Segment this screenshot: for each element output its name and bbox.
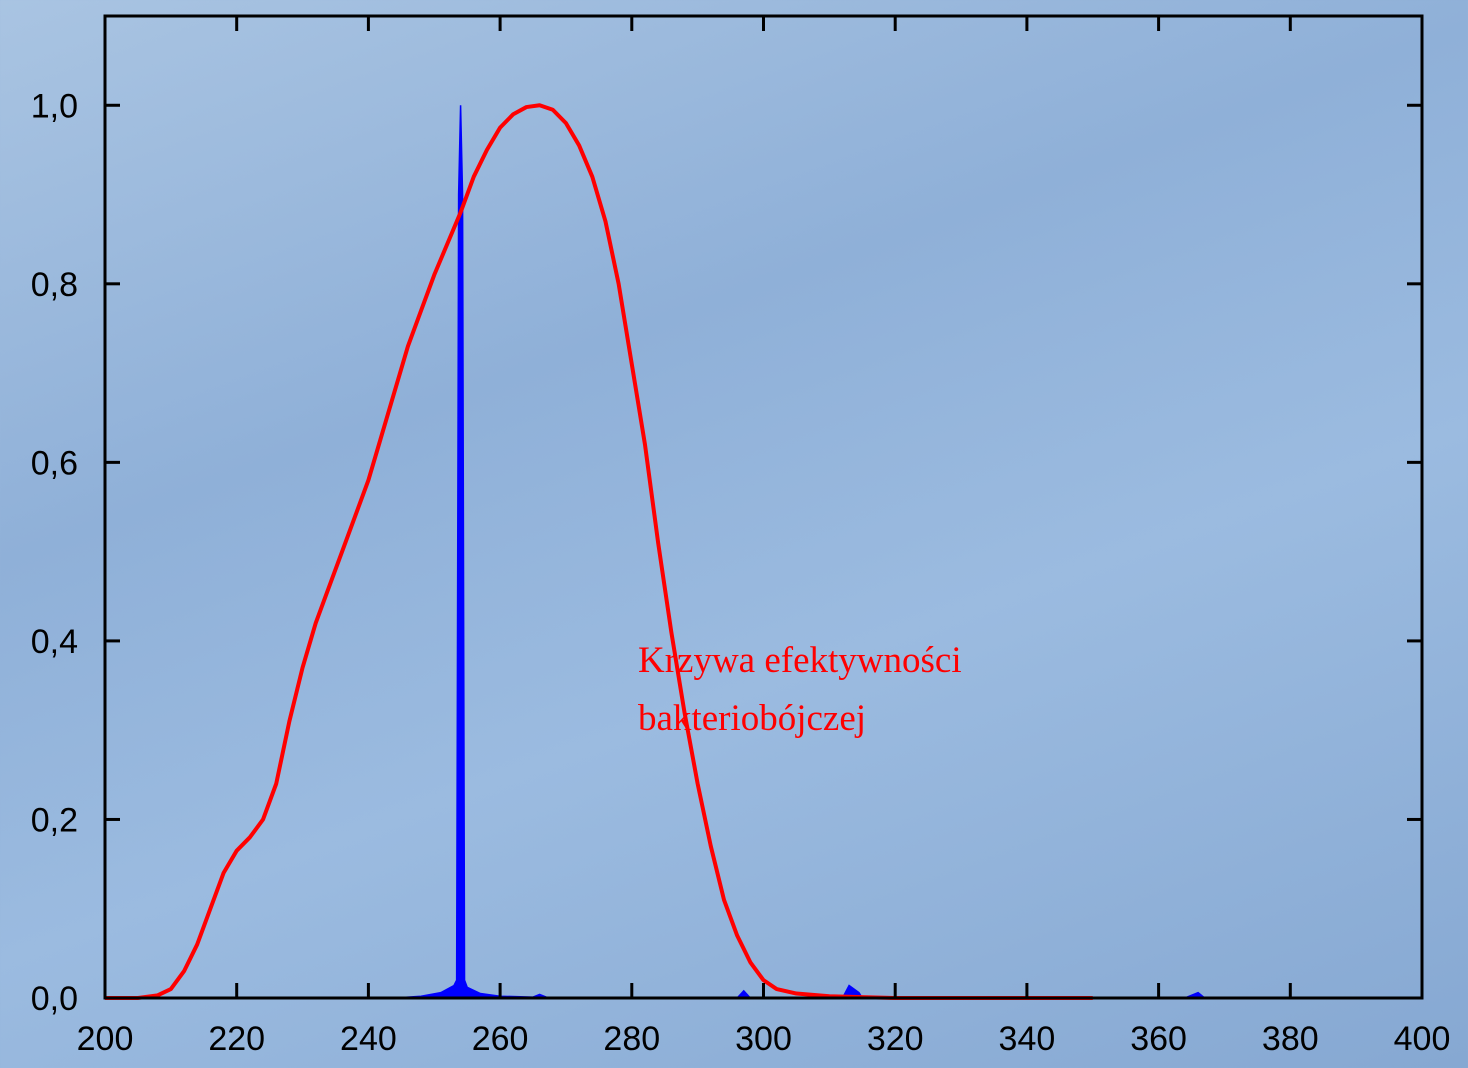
y-tick-label: 0,8 [31, 266, 78, 304]
x-tick-label: 240 [340, 1020, 397, 1058]
x-tick-label: 340 [999, 1020, 1056, 1058]
plot-frame [103, 14, 1424, 1000]
area [394, 105, 1207, 999]
x-tick-label: 300 [735, 1020, 792, 1058]
annotation: bakteriobójczej [638, 698, 866, 739]
x-tick-label: 360 [1130, 1020, 1187, 1058]
line [105, 103, 1093, 1000]
x-tick-label: 280 [603, 1020, 660, 1058]
annotation: Krzywa efektywności [638, 640, 962, 681]
y-tick-label: 0,6 [31, 444, 78, 482]
y-tick-label: 0,0 [31, 980, 78, 1018]
x-tick-label: 320 [867, 1020, 924, 1058]
x-tick-label: 260 [472, 1020, 529, 1058]
y-tick-label: 0,2 [31, 801, 78, 839]
y-tick-label: 1,0 [31, 87, 78, 125]
x-tick-label: 400 [1394, 1020, 1451, 1058]
x-tick-label: 380 [1262, 1020, 1319, 1058]
x-tick-label: 200 [77, 1020, 134, 1058]
y-tick-label: 0,4 [31, 623, 78, 661]
x-tick-label: 220 [208, 1020, 265, 1058]
